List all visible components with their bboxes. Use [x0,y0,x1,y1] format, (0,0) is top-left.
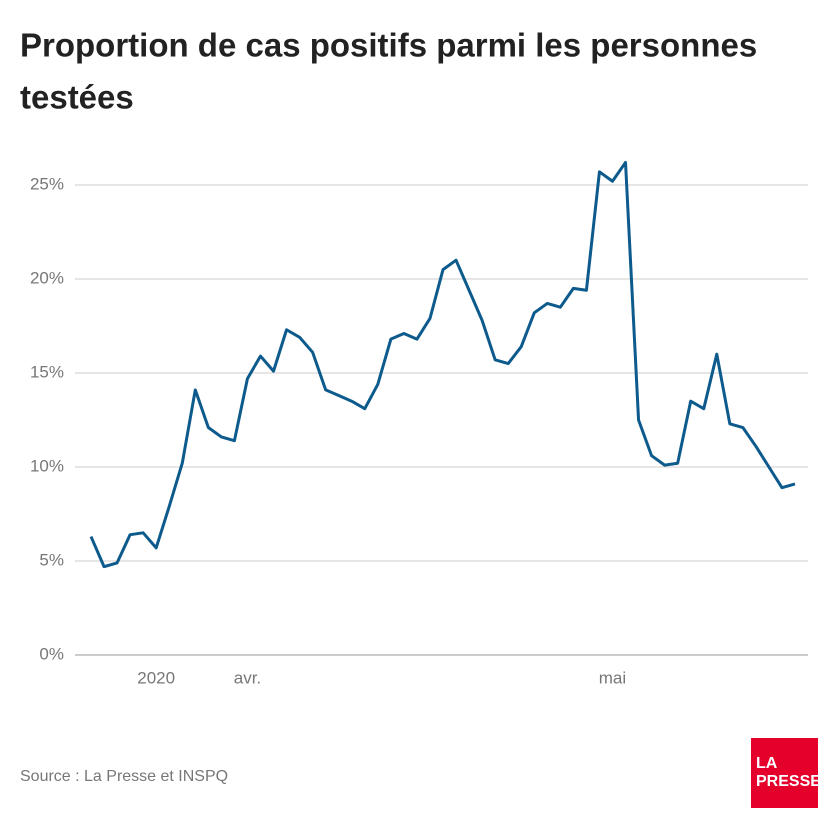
y-tick-label: 10% [30,456,64,475]
logo-text: PRESSE [756,773,821,790]
source: Source : La Presse et INSPQ [20,768,228,785]
chart-title: testées [20,79,134,116]
logo-text: LA [756,755,778,772]
y-tick-label: 20% [30,268,64,287]
y-tick-label: 25% [30,174,64,193]
x-tick-label: mai [599,668,626,687]
x-tick-label: 2020 [137,668,175,687]
y-tick-label: 15% [30,362,64,381]
chart-title: Proportion de cas positifs parmi les per… [20,27,757,64]
y-tick-label: 0% [39,644,64,663]
y-tick-label: 5% [39,550,64,569]
data-line [89,160,796,569]
x-tick-label: avr. [234,668,261,687]
logo-box [751,738,818,808]
